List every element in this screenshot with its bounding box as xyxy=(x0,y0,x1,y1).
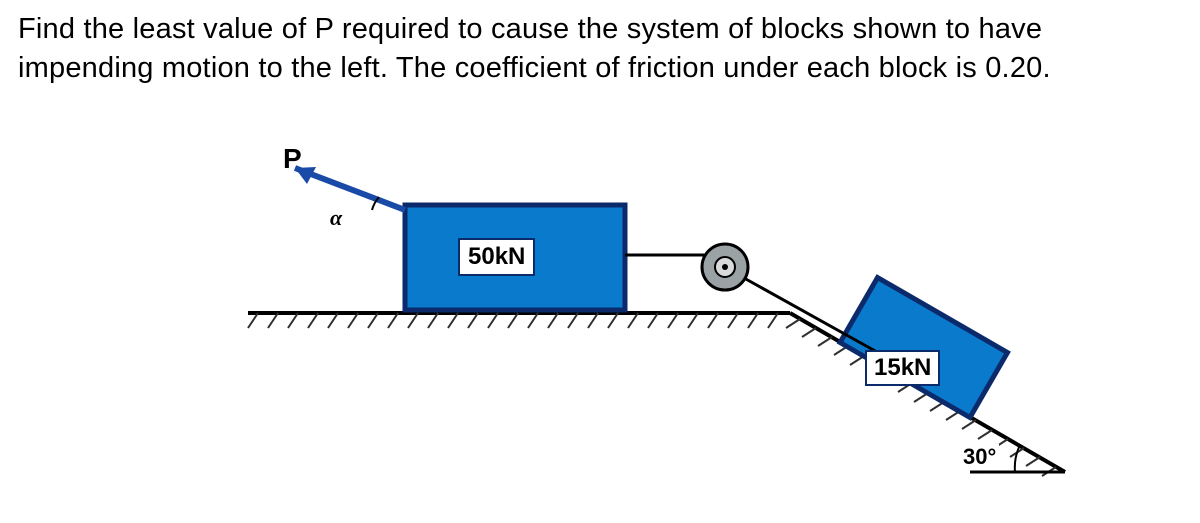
ground-hatch xyxy=(248,313,778,328)
block-15kn-label: 15kN xyxy=(865,350,940,386)
incline-angle-label: 30° xyxy=(960,444,999,470)
incline-angle-arc xyxy=(1015,445,1020,472)
force-p xyxy=(295,167,405,210)
angle-alpha-label: α xyxy=(330,205,342,231)
block-50kn-label: 50kN xyxy=(458,238,535,276)
force-p-label: P xyxy=(283,143,302,175)
diagram xyxy=(0,0,1200,523)
pulley xyxy=(702,244,748,290)
